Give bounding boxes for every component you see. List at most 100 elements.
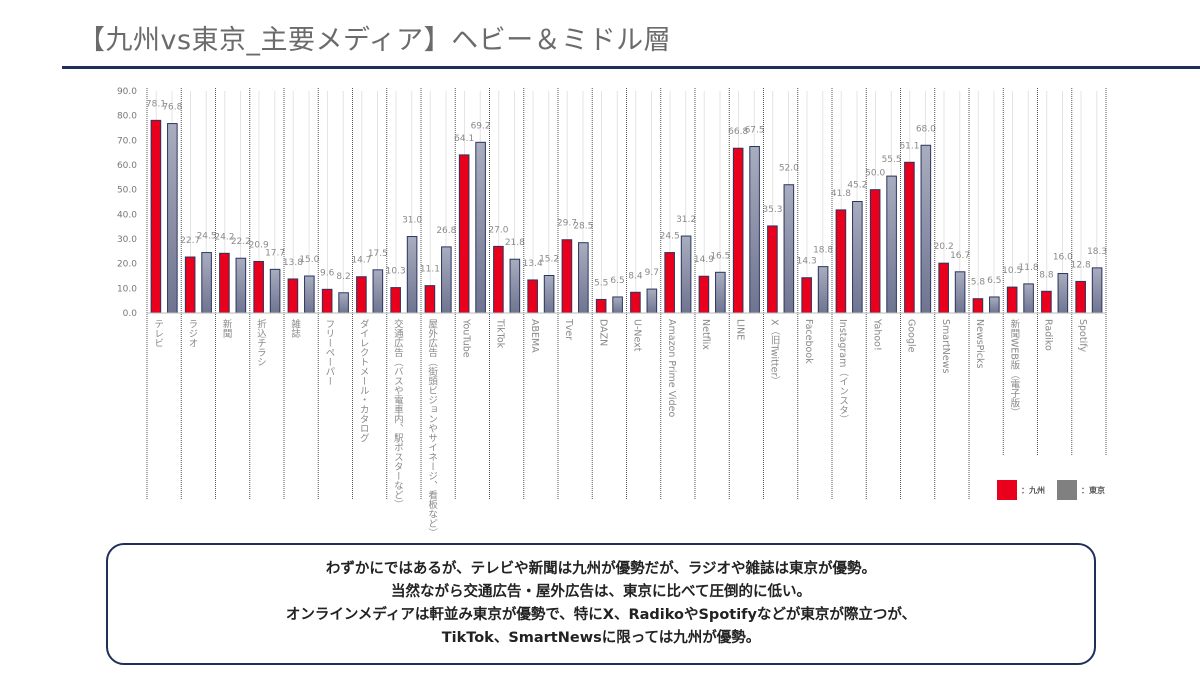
data-label: 26.8 (436, 226, 456, 236)
y-tick-label: 10.0 (117, 284, 137, 294)
data-label: 15.0 (299, 255, 319, 265)
data-label: 8.2 (336, 272, 350, 282)
data-label: 52.0 (779, 164, 799, 174)
data-label: 50.0 (865, 169, 885, 179)
bar-tokyo (269, 268, 281, 314)
bar-kyushu (1075, 280, 1086, 314)
legend-swatch-kyushu (997, 480, 1017, 500)
data-label: 15.2 (539, 255, 559, 265)
bar-kyushu (835, 209, 847, 314)
bar-tokyo (612, 296, 623, 314)
data-label: 5.5 (594, 278, 608, 288)
bar-tokyo (783, 184, 795, 314)
y-tick-label: 30.0 (117, 235, 137, 245)
x-tick-label: Instagram（インスタ） (837, 319, 849, 425)
bar-tokyo (167, 123, 178, 314)
data-label: 10.5 (1002, 266, 1022, 276)
data-label: 29.7 (557, 219, 577, 229)
bar-kyushu (630, 291, 641, 314)
x-tick-label: U-Next (631, 319, 643, 352)
data-label: 8.4 (628, 271, 643, 281)
y-tick-label: 0.0 (123, 309, 138, 319)
bar-tokyo (680, 235, 692, 314)
bar-tokyo (852, 201, 863, 314)
data-label: 41.8 (831, 189, 851, 199)
data-label: 6.5 (987, 276, 1001, 286)
bar-tokyo (304, 275, 315, 314)
data-label: 11.1 (420, 265, 440, 275)
x-tick-label: 交通広告（バスや電車内、駅ポスターなど） (391, 319, 403, 509)
bar-tokyo (1023, 283, 1034, 314)
x-tick-label: Netflix (700, 319, 712, 350)
bar-tokyo (1057, 273, 1069, 314)
bar-kyushu (527, 279, 538, 314)
summary-line: TikTok、SmartNewsに限っては九州が優勢。 (441, 630, 761, 646)
bar-kyushu (321, 288, 333, 314)
data-label: 16.5 (710, 251, 730, 261)
data-label: 8.8 (1039, 270, 1054, 280)
bar-tokyo (235, 257, 247, 314)
x-tick-label: Yahoo! (871, 319, 883, 351)
data-label: 14.3 (797, 257, 817, 267)
bar-kyushu (869, 189, 881, 314)
bar-tokyo (578, 242, 589, 314)
bar-tokyo (201, 252, 212, 314)
x-tick-label: SmartNews (939, 319, 951, 374)
bar-kyushu (424, 285, 436, 314)
y-tick-label: 20.0 (117, 260, 137, 270)
y-tick-label: 60.0 (117, 161, 137, 171)
data-label: 22.2 (231, 237, 251, 247)
bar-kyushu (253, 260, 264, 314)
data-label: 24.2 (214, 232, 234, 242)
bar-tokyo (715, 271, 726, 314)
summary-box: わずかにではあるが、テレビや新聞は九州が優勢だが、ラジオや雑誌は東京が優勢。 当… (106, 543, 1096, 665)
x-tick-label: X（旧Twitter） (768, 319, 780, 386)
data-label: 17.5 (368, 249, 388, 259)
legend-swatch-tokyo (1057, 480, 1077, 500)
data-label: 9.7 (645, 268, 659, 278)
data-label: 12.8 (1071, 260, 1091, 270)
bar-kyushu (458, 154, 470, 314)
data-label: 78.1 (146, 99, 166, 109)
data-label: 24.5 (197, 232, 217, 242)
bar-kyushu (390, 287, 401, 314)
data-label: 35.3 (762, 205, 782, 215)
data-label: 61.1 (899, 141, 919, 151)
bar-kyushu (801, 277, 812, 314)
data-label: 11.8 (1019, 263, 1039, 273)
bar-kyushu (184, 256, 196, 314)
data-label: 31.0 (402, 216, 422, 226)
data-label: 16.0 (1053, 253, 1073, 263)
page-title: 【九州vs東京_主要メディア】ヘビー＆ミドル層 (78, 25, 672, 56)
legend-label-tokyo: ：東京 (1081, 485, 1105, 495)
summary-line: オンラインメディアは軒並み東京が優勢で、特にX、RadikoやSpotifyなど… (285, 607, 917, 623)
x-tick-label: フリーペーパー (323, 319, 335, 386)
x-tick-label: Facebook (802, 319, 814, 364)
data-label: 66.8 (728, 127, 748, 137)
bar-kyushu (561, 239, 573, 314)
x-tick-label: Tver (563, 319, 575, 341)
y-tick-label: 50.0 (117, 186, 137, 196)
data-label: 28.5 (573, 222, 593, 232)
data-label: 18.8 (813, 246, 833, 256)
summary-line: 当然ながら交通広告・屋外広告は、東京に比べて圧倒的に低い。 (391, 584, 811, 600)
x-tick-label: ダイレクトメール・カタログ (357, 319, 369, 443)
bar-kyushu (732, 147, 744, 314)
bar-kyushu (219, 252, 230, 314)
data-label: 5.8 (971, 278, 986, 288)
data-label: 20.9 (249, 240, 269, 250)
bar-tokyo (817, 266, 829, 314)
title-divider (62, 66, 1200, 69)
data-label: 64.1 (454, 134, 474, 144)
data-label: 68.0 (916, 124, 936, 134)
x-tick-label: 折込チラシ (254, 319, 266, 367)
x-tick-label: ラジオ (186, 319, 198, 348)
x-tick-label: Amazon Prime Video (665, 319, 677, 418)
bar-kyushu (904, 161, 915, 314)
bar-kyushu (1041, 290, 1052, 314)
bar-tokyo (954, 271, 966, 314)
bar-tokyo (509, 258, 521, 314)
x-tick-label: 新聞WEB版（電子版） (1008, 319, 1020, 417)
bar-tokyo (920, 144, 932, 314)
